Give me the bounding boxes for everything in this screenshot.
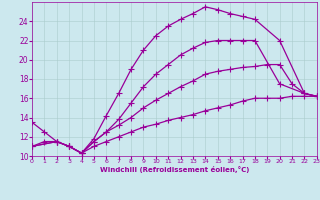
X-axis label: Windchill (Refroidissement éolien,°C): Windchill (Refroidissement éolien,°C) [100, 166, 249, 173]
